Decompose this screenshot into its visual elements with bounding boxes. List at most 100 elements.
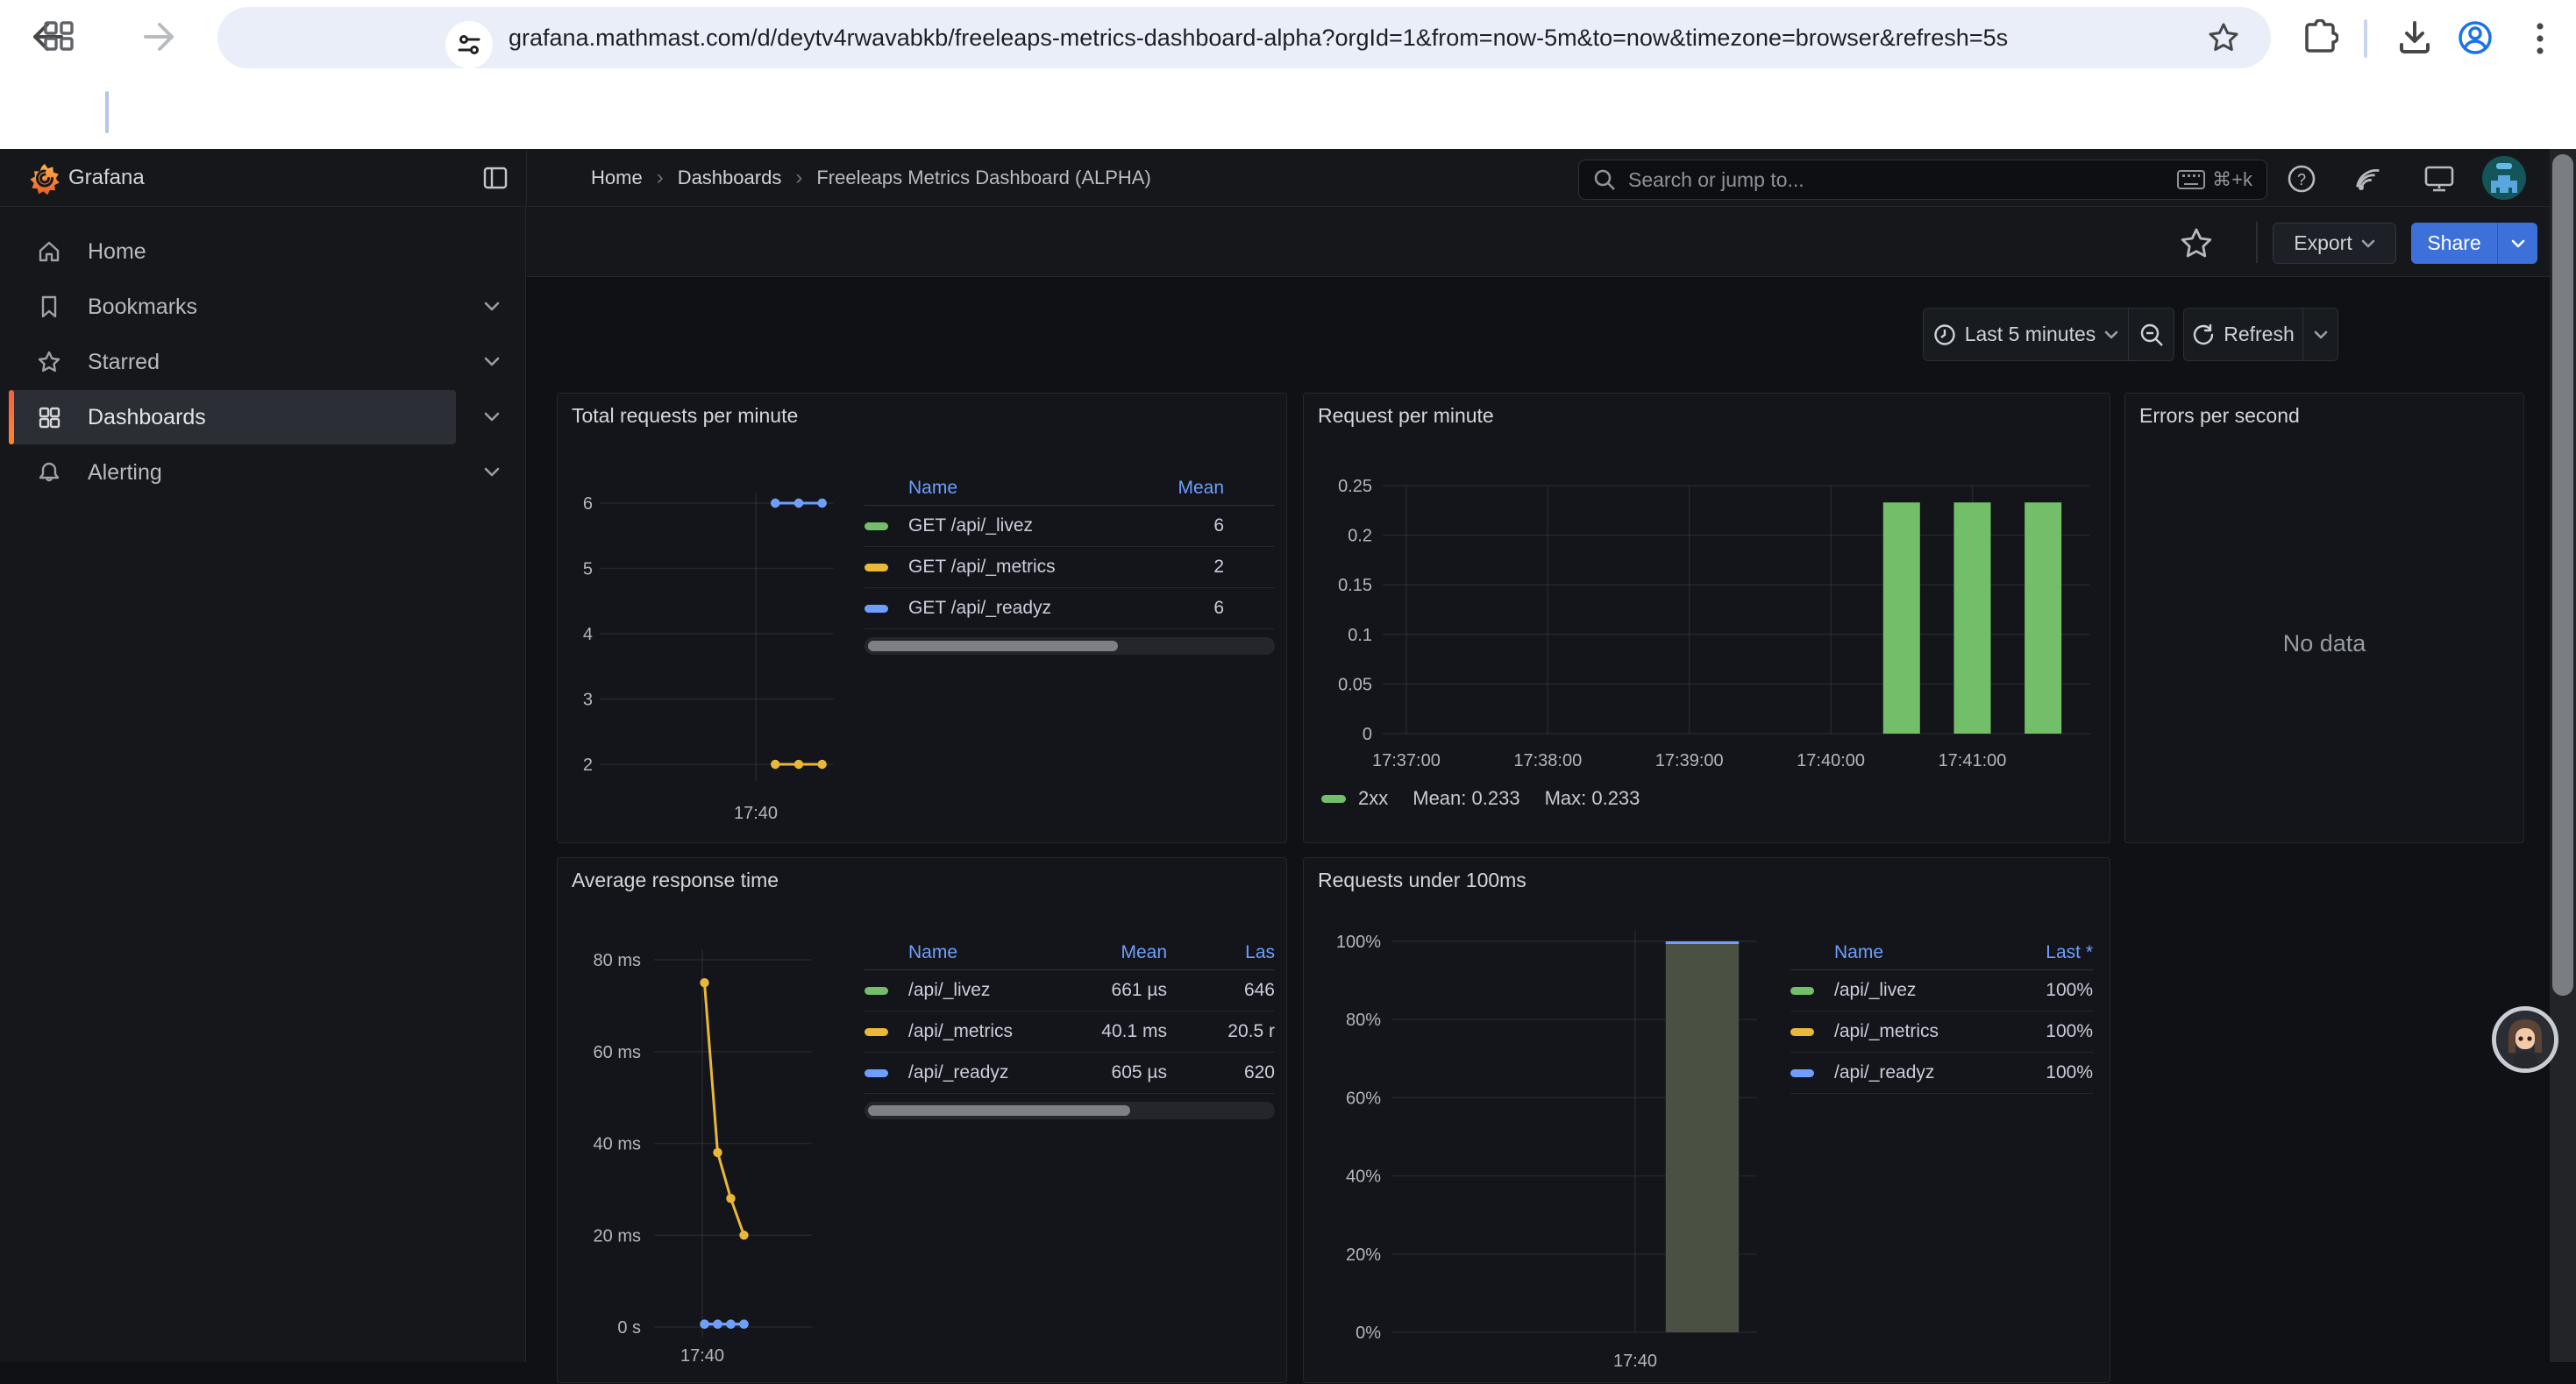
legend-series-name: GET /api/_readyz — [908, 598, 1052, 618]
bookmark-star-icon[interactable] — [2208, 22, 2239, 53]
chevron-down-icon[interactable] — [480, 445, 503, 500]
legend-column-header[interactable]: Name — [908, 478, 958, 498]
chevron-down-icon[interactable] — [480, 390, 503, 444]
time-range-picker[interactable]: Last 5 minutes — [1923, 308, 2129, 361]
legend-swatch — [865, 1028, 888, 1036]
legend-series-name: /api/_readyz — [1834, 1062, 1935, 1082]
legend-series-name: GET /api/_livez — [908, 515, 1034, 536]
svg-text:?: ? — [2297, 171, 2306, 188]
share-button[interactable]: Share — [2411, 223, 2497, 264]
sidebar-item-alerting[interactable]: Alerting — [9, 445, 456, 500]
chevron-down-icon — [2314, 330, 2327, 338]
legend-separator — [865, 628, 1275, 629]
legend-row[interactable]: /api/_metrics 100% — [1790, 1018, 2093, 1045]
svg-text:6: 6 — [583, 494, 593, 514]
panel-title: Request per minute — [1318, 404, 1494, 427]
apps-grid-icon[interactable] — [42, 19, 75, 53]
extensions-icon[interactable] — [2302, 19, 2338, 56]
legend-separator — [865, 1093, 1275, 1094]
legend-column-header[interactable]: Mean — [1178, 478, 1224, 498]
legend-row[interactable]: /api/_readyz 605 µs 620 — [865, 1060, 1275, 1086]
favorite-star-icon[interactable] — [2180, 226, 2213, 259]
svg-text:3: 3 — [583, 691, 593, 710]
chevron-down-icon — [2104, 330, 2118, 338]
breadcrumb-item[interactable]: Freeleaps Metrics Dashboard (ALPHA) — [816, 167, 1151, 188]
sidebar-item-label: Dashboards — [88, 404, 206, 429]
site-settings-icon[interactable] — [445, 21, 493, 68]
legend-value: 20.5 r — [1228, 1021, 1275, 1041]
active-indicator — [9, 390, 14, 444]
legend-scrollbar[interactable] — [865, 637, 1275, 655]
legend-scrollbar-thumb[interactable] — [868, 1105, 1130, 1116]
profile-icon[interactable] — [2457, 19, 2494, 56]
legend-separator — [1790, 1052, 2093, 1053]
assistant-avatar[interactable] — [2492, 1006, 2558, 1073]
display-icon[interactable] — [2423, 165, 2455, 193]
legend-scrollbar[interactable] — [865, 1102, 1275, 1119]
legend-separator — [865, 546, 1275, 547]
breadcrumb-item[interactable]: Home — [591, 167, 643, 188]
bookmark-icon — [37, 295, 61, 319]
back-icon[interactable] — [25, 8, 70, 66]
legend-swatch — [865, 987, 888, 995]
legend-row[interactable]: GET /api/_readyz 6 — [865, 595, 1275, 621]
legend-value: 620 — [1243, 1062, 1275, 1082]
news-rss-icon[interactable] — [2353, 164, 2383, 194]
share-menu-button[interactable] — [2497, 223, 2537, 264]
legend-2xx[interactable]: 2xx Mean: 0.233 Max: 0.233 — [1321, 786, 1664, 811]
svg-text:17:40: 17:40 — [1613, 1352, 1657, 1371]
svg-text:0.15: 0.15 — [1338, 576, 1372, 595]
refresh-interval-button[interactable] — [2302, 308, 2338, 361]
search-icon — [1594, 169, 1615, 190]
legend-column-header[interactable]: Name — [1834, 942, 1884, 962]
svg-text:0.2: 0.2 — [1348, 527, 1372, 546]
browser-menu-icon[interactable] — [2529, 19, 2551, 58]
home-icon — [37, 239, 61, 264]
legend-row[interactable]: GET /api/_metrics 2 — [865, 554, 1275, 580]
sidebar-item-label: Starred — [88, 349, 160, 374]
chart-request-per-minute[interactable]: 0.25 0.2 0.15 0.1 0.05 017:37:00 17:38:00 17:39… — [1304, 394, 2111, 844]
export-button[interactable]: Export — [2273, 223, 2396, 264]
chart-requests-under-100ms[interactable]: 100% 80% 60% 40% 20% 0% 17:40 — [1304, 858, 2111, 1384]
sidebar-item-home[interactable]: Home — [9, 224, 456, 279]
star-icon — [37, 350, 61, 374]
legend-column-header[interactable]: Mean — [1121, 942, 1167, 962]
legend-column-header[interactable]: Last * — [2046, 942, 2093, 962]
forward-icon[interactable] — [137, 8, 182, 66]
sidebar-item-bookmarks[interactable]: Bookmarks — [9, 280, 456, 334]
grafana-logo[interactable] — [30, 163, 60, 195]
brand-label[interactable]: Grafana — [68, 166, 145, 189]
chevron-down-icon[interactable] — [480, 335, 503, 389]
legend-row[interactable]: /api/_readyz 100% — [1790, 1060, 2093, 1086]
svg-text:20 ms: 20 ms — [594, 1226, 641, 1246]
user-avatar[interactable] — [2482, 156, 2526, 200]
zoom-out-button[interactable] — [2128, 308, 2174, 361]
panel-requests-under-100ms: Requests under 100ms 100% 80% 60% 40% 20% 0% 1… — [1303, 857, 2110, 1383]
downloads-icon[interactable] — [2395, 18, 2434, 57]
breadcrumb-item[interactable]: Dashboards — [677, 167, 782, 188]
zoom-out-icon — [2140, 323, 2163, 346]
legend-separator — [865, 505, 1275, 506]
sidebar-item-dashboards[interactable]: Dashboards — [9, 390, 456, 444]
sidebar-item-starred[interactable]: Starred — [9, 335, 456, 389]
chart-average-response-time[interactable]: 80 ms 60 ms 40 ms 20 ms 0 s 17:40 — [558, 858, 1288, 1384]
address-bar[interactable]: grafana.mathmast.com/d/deytv4rwavabkb/fr… — [217, 7, 2271, 68]
legend-row[interactable]: /api/_livez 100% — [1790, 977, 2093, 1004]
legend-row[interactable]: GET /api/_livez 6 — [865, 513, 1275, 539]
legend-row[interactable]: /api/_livez 661 µs 646 — [865, 977, 1275, 1004]
scrollbar-thumb[interactable] — [2552, 154, 2573, 996]
help-icon[interactable]: ? — [2287, 164, 2316, 194]
legend-swatch — [1790, 1028, 1814, 1036]
legend-scrollbar-thumb[interactable] — [868, 641, 1118, 651]
url-text: grafana.mathmast.com/d/deytv4rwavabkb/fr… — [509, 25, 2009, 51]
page-scrollbar[interactable] — [2550, 149, 2576, 1362]
refresh-button[interactable]: Refresh — [2183, 308, 2303, 361]
legend-column-header[interactable]: Las — [1245, 942, 1275, 962]
search-input[interactable]: Search or jump to... ⌘+k — [1578, 160, 2267, 200]
legend-column-header[interactable]: Name — [908, 942, 958, 962]
legend-row[interactable]: /api/_metrics 40.1 ms 20.5 r — [865, 1018, 1275, 1045]
chart-total-requests-per-minute[interactable]: 6 5 4 3 2 17:40 — [558, 394, 1288, 844]
svg-text:2: 2 — [583, 756, 593, 775]
dock-menu-icon[interactable] — [483, 167, 508, 189]
chevron-down-icon[interactable] — [480, 280, 503, 334]
